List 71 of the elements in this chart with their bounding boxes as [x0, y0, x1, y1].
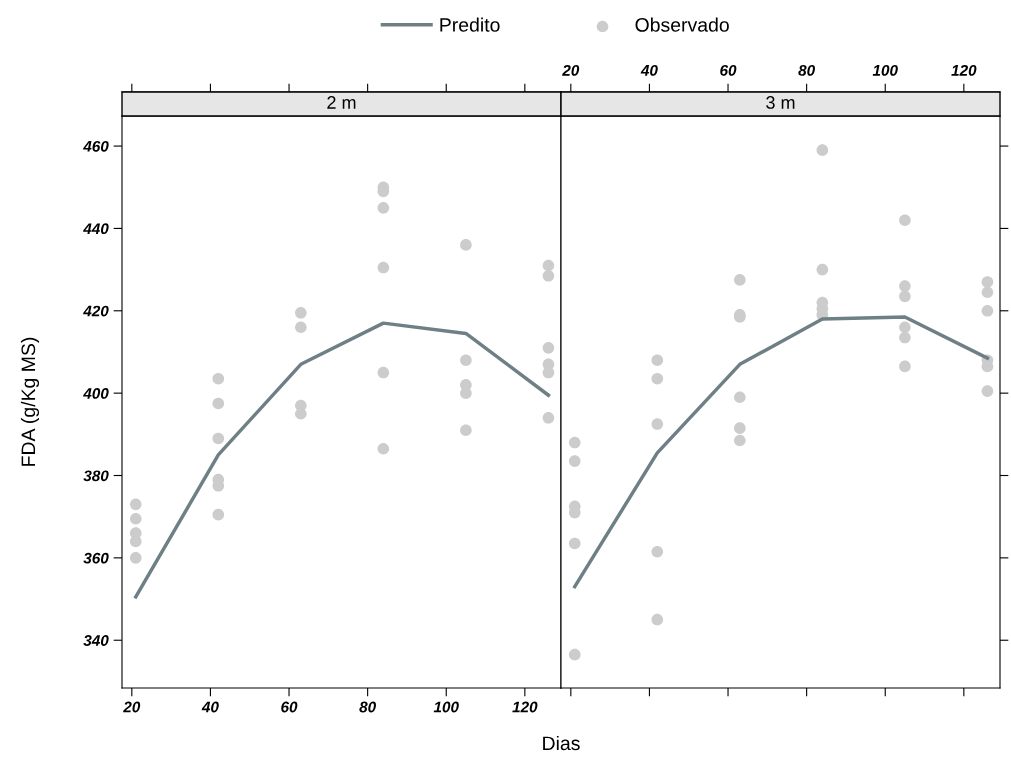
point [981, 276, 994, 288]
point [651, 545, 664, 558]
point [899, 214, 911, 226]
point [734, 274, 746, 286]
x-tick-label: 40 [640, 64, 658, 76]
point [568, 648, 581, 661]
point [734, 434, 746, 447]
x-tick-label: 60 [281, 701, 298, 713]
legend-label: Observado [635, 17, 729, 32]
point [899, 321, 911, 334]
y-tick-label: 380 [83, 470, 109, 482]
x-axis-title: Dias [543, 735, 580, 751]
line-series [134, 321, 551, 599]
point [568, 455, 581, 467]
x-tick-label: 40 [201, 701, 219, 713]
point [651, 418, 664, 430]
x-tick-label: 120 [951, 64, 977, 76]
point [899, 331, 911, 344]
x-tick-label: 100 [872, 64, 898, 76]
legend-label: Predito [440, 17, 500, 32]
point [816, 144, 829, 156]
point [295, 321, 307, 334]
point [129, 512, 142, 525]
point [129, 552, 142, 564]
point [651, 354, 664, 367]
point [377, 366, 390, 379]
y-tick-label: 340 [83, 635, 109, 646]
point [212, 397, 225, 410]
point [377, 442, 390, 455]
point [212, 372, 225, 385]
point [295, 307, 307, 319]
chart-title: 2 m [327, 96, 356, 109]
point [899, 280, 911, 292]
point [129, 498, 142, 511]
y-tick-label: 440 [83, 223, 109, 235]
point [377, 261, 390, 274]
chart-title: 3 m [766, 96, 795, 109]
x-tick-label: 60 [720, 64, 737, 76]
point [981, 304, 994, 317]
point [568, 537, 581, 550]
point [899, 360, 911, 373]
x-tick-label: 20 [123, 701, 141, 713]
point [542, 342, 555, 354]
y-axis-title: FDA (g/Kg MS) [20, 337, 40, 466]
point [734, 391, 746, 404]
point [460, 354, 472, 367]
y-tick-label: 400 [83, 388, 109, 399]
point [651, 613, 664, 626]
y-tick-label: 460 [83, 140, 109, 152]
y-tick-label: 360 [83, 552, 109, 564]
point [212, 508, 225, 521]
point [460, 239, 472, 251]
point [981, 385, 994, 397]
point [734, 422, 746, 434]
point [899, 290, 911, 303]
x-tick-label: 120 [512, 701, 538, 713]
x-tick-label: 20 [562, 64, 580, 76]
x-tick-label: 80 [798, 64, 815, 76]
point [816, 263, 829, 276]
point [568, 436, 581, 449]
point [651, 372, 664, 385]
y-tick-label: 420 [83, 305, 109, 317]
point [981, 286, 994, 299]
x-tick-label: 80 [359, 701, 376, 713]
point [212, 432, 225, 445]
x-tick-label: 100 [433, 701, 459, 713]
point [542, 259, 555, 272]
point [377, 202, 390, 214]
point [542, 269, 555, 282]
point [542, 412, 555, 424]
point [460, 424, 472, 437]
